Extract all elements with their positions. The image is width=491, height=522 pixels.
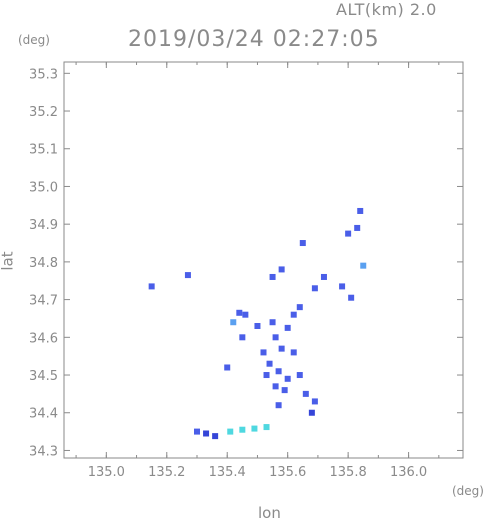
altitude-label: ALT(km) 2.0 [336, 0, 437, 19]
echo-point [266, 360, 273, 367]
x-tick-label: 135.0 [88, 465, 125, 480]
echo-point [269, 319, 276, 326]
x-tick-label: 135.6 [269, 465, 306, 480]
y-tick-label: 35.3 [29, 67, 58, 82]
echo-point [148, 283, 155, 290]
echo-point [281, 387, 288, 394]
echo-point [354, 224, 361, 231]
echo-point [251, 425, 258, 432]
echo-point [263, 424, 270, 431]
y-unit-label: (deg) [18, 33, 50, 47]
x-unit-label: (deg) [452, 484, 484, 498]
y-tick-label: 34.6 [29, 331, 58, 346]
y-tick-label: 34.3 [29, 444, 58, 459]
echo-point [242, 311, 249, 318]
y-tick-label: 34.8 [29, 256, 58, 271]
echo-point [345, 230, 352, 237]
echo-point [299, 240, 306, 247]
y-tick-label: 34.5 [29, 369, 58, 384]
y-tick-label: 34.4 [29, 407, 58, 422]
y-tick-label: 34.7 [29, 294, 58, 309]
echo-point [275, 402, 282, 409]
echo-point [194, 428, 200, 435]
echo-point [263, 372, 270, 379]
echo-point [224, 364, 231, 371]
echo-point [284, 375, 291, 382]
echo-point [230, 319, 237, 326]
echo-point [302, 390, 309, 397]
axis-ticks: 135.0 135.2 135.4 135.6 135.8 136.0 34.3 34.4 34… [29, 62, 463, 480]
echo-point [290, 349, 297, 356]
echo-points [148, 207, 367, 440]
y-tick-label: 35.1 [29, 143, 58, 158]
echo-point [236, 309, 243, 316]
echo-point [290, 311, 297, 318]
x-tick-label: 135.2 [148, 465, 185, 480]
echo-point [278, 266, 285, 273]
echo-point [284, 324, 291, 331]
echo-point [357, 207, 364, 214]
y-tick-label: 35.2 [29, 105, 58, 120]
echo-point [275, 368, 282, 375]
echo-point [184, 272, 191, 279]
echo-point [360, 262, 367, 269]
x-tick-label: 135.8 [330, 465, 367, 480]
echo-point [278, 345, 285, 352]
x-tick-label: 135.4 [209, 465, 246, 480]
echo-point [339, 283, 346, 290]
echo-point [203, 430, 210, 437]
echo-point [311, 285, 318, 292]
echo-point [308, 409, 315, 416]
echo-point [348, 294, 355, 301]
y-tick-label: 34.9 [29, 218, 58, 233]
echo-point [311, 398, 318, 405]
x-axis-label: lon [258, 504, 281, 522]
echo-point [212, 433, 219, 440]
plot-frame [63, 61, 464, 459]
echo-point [260, 349, 267, 356]
x-tick-label: 136.0 [390, 465, 427, 480]
echo-point [254, 323, 261, 329]
echo-point [227, 428, 234, 435]
echo-point [296, 372, 303, 379]
timestamp-title: 2019/03/24 02:27:05 [128, 27, 380, 52]
echo-point [269, 273, 276, 280]
echo-point [272, 383, 279, 390]
echo-point [296, 304, 303, 311]
y-tick-label: 35.0 [29, 180, 58, 195]
echo-point [239, 334, 246, 341]
echo-point [272, 334, 279, 341]
echo-point [239, 426, 246, 433]
echo-point [320, 273, 327, 280]
